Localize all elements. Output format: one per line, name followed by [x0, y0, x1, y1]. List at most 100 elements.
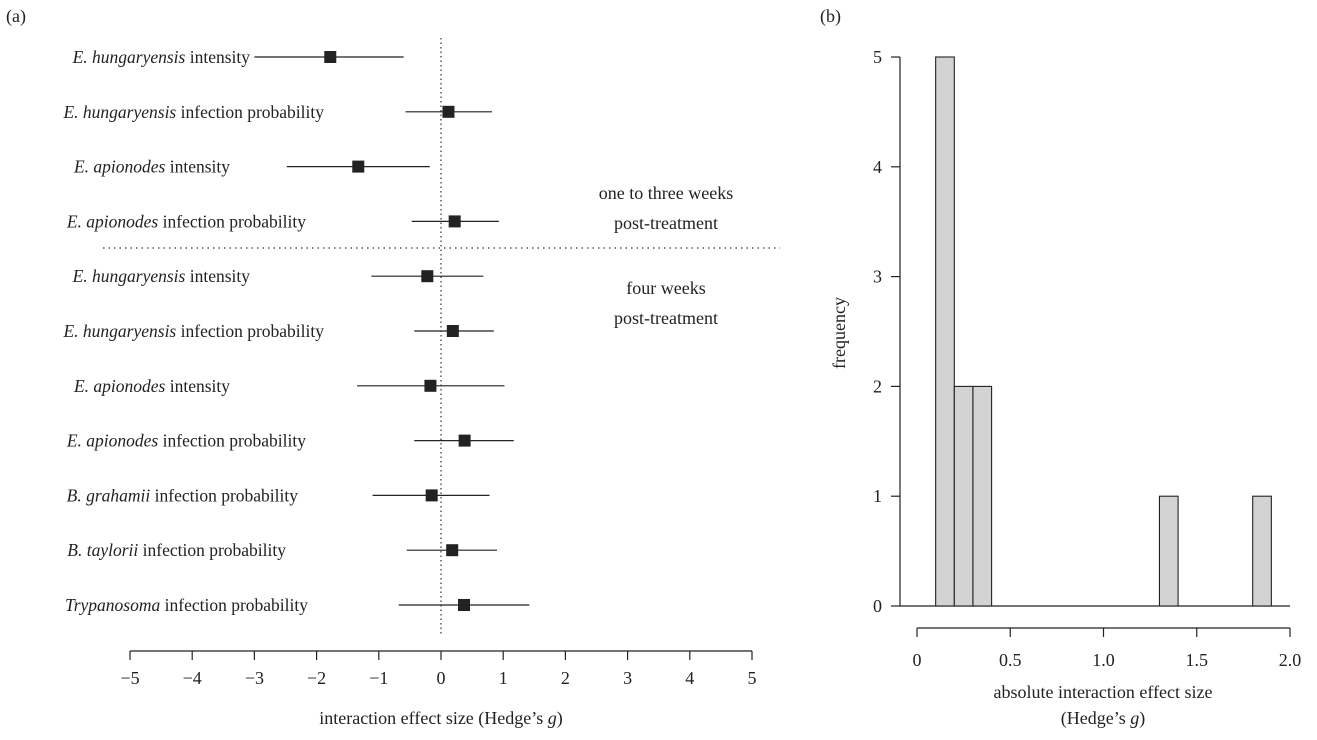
panel-b-histogram: (b) 0 0.5 1.0 1.5 2.0 0 1 2 3 4 5 absolute intera…	[820, 6, 1301, 729]
point-estimate	[442, 105, 455, 118]
x-tick-label: 2.0	[1279, 650, 1302, 670]
row-label-species: E. apionodes	[73, 376, 166, 396]
histogram-y-axis-title: frequency	[829, 297, 849, 369]
x-tick-label: 0	[913, 650, 922, 670]
group-label-line1: one to three weeks	[599, 183, 733, 203]
row-label-measure: infection probability	[160, 595, 308, 615]
row-label: Trypanosoma infection probability	[65, 595, 308, 615]
row-label-measure: infection probability	[150, 485, 298, 505]
row-label-species: E. apionodes	[73, 157, 166, 177]
forest-row: E. hungaryensis infection probability	[62, 321, 494, 341]
row-label-measure: infection probability	[158, 431, 306, 451]
row-label: E. hungaryensis intensity	[72, 266, 251, 286]
panel-a-label: (a)	[6, 6, 26, 27]
row-label-species: Trypanosoma	[65, 595, 161, 615]
point-estimate	[446, 325, 459, 337]
row-label-species: B. taylorii	[67, 540, 138, 560]
forest-row: E. apionodes intensity	[73, 376, 505, 396]
row-label-species: E. hungaryensis	[62, 102, 176, 122]
row-label-measure: intensity	[165, 376, 230, 396]
point-estimate	[448, 215, 461, 228]
forest-x-axis: −5 −4 −3 −2 −1 0 1 2 3 4 5	[120, 650, 757, 688]
histogram-bar	[972, 385, 993, 607]
histogram-bar	[1252, 495, 1272, 607]
row-label-measure: infection probability	[158, 211, 306, 231]
group-label-line2: post-treatment	[614, 213, 718, 233]
y-tick-label: 1	[873, 486, 882, 506]
row-label-species: E. apionodes	[66, 431, 159, 451]
y-tick-label: 3	[873, 267, 882, 287]
x-tick-label: 1.0	[1092, 650, 1115, 670]
point-estimate	[425, 489, 438, 502]
point-estimate	[458, 599, 471, 611]
histogram-bar	[953, 385, 974, 607]
row-label-measure: intensity	[185, 266, 250, 286]
point-estimate	[446, 544, 459, 557]
group-label-line2: post-treatment	[614, 308, 718, 328]
x-tick-label: 5	[748, 668, 757, 688]
x-tick-label: 0	[437, 668, 446, 688]
point-estimate	[324, 51, 337, 63]
forest-row: E. apionodes infection probability	[66, 431, 514, 451]
row-label-measure: intensity	[165, 157, 230, 177]
row-label-species: E. hungaryensis	[62, 321, 176, 341]
histogram-x-axis: 0 0.5 1.0 1.5 2.0	[913, 627, 1302, 670]
histogram-x-axis-title-line1: absolute interaction effect size	[993, 682, 1212, 702]
row-label: B. taylorii infection probability	[67, 540, 286, 560]
forest-row: Trypanosoma infection probability	[65, 595, 530, 615]
forest-x-axis-title: interaction effect size (Hedge’s g)	[319, 708, 563, 729]
row-label-species: E. apionodes	[66, 211, 159, 231]
histogram-y-axis: 0 1 2 3 4 5	[873, 47, 901, 616]
x-tick-label: 4	[685, 668, 694, 688]
y-tick-label: 0	[873, 596, 882, 616]
histogram-bar	[1158, 495, 1179, 607]
row-label: E. apionodes infection probability	[66, 431, 306, 451]
point-estimate	[424, 379, 437, 392]
row-label-measure: infection probability	[176, 321, 324, 341]
x-tick-label: 0.5	[999, 650, 1022, 670]
histogram-bar	[935, 56, 955, 607]
row-label-species: B. grahamii	[67, 485, 151, 505]
x-tick-label: −4	[183, 668, 202, 688]
y-tick-label: 4	[873, 157, 882, 177]
x-tick-label: −5	[120, 668, 139, 688]
forest-row: B. grahamii infection probability	[67, 485, 490, 505]
row-label: E. apionodes intensity	[73, 157, 230, 177]
row-label: E. hungaryensis infection probability	[62, 102, 324, 122]
point-estimate	[458, 434, 471, 447]
forest-group-labels: one to three weeks post-treatment four wee…	[599, 183, 733, 328]
group-label-line1: four weeks	[626, 278, 705, 298]
point-estimate	[352, 160, 365, 173]
forest-row: E. hungaryensis intensity	[72, 266, 484, 286]
forest-row: E. apionodes infection probability	[66, 211, 499, 231]
forest-row: E. apionodes intensity	[73, 157, 430, 177]
x-tick-label: −2	[307, 668, 326, 688]
x-tick-label: −3	[245, 668, 264, 688]
row-label: E. hungaryensis infection probability	[62, 321, 324, 341]
row-label-species: E. hungaryensis	[72, 266, 186, 286]
x-tick-label: 1	[499, 668, 508, 688]
x-tick-label: 1.5	[1186, 650, 1209, 670]
forest-row: E. hungaryensis infection probability	[62, 102, 493, 122]
row-label: B. grahamii infection probability	[67, 485, 299, 505]
x-tick-label: 2	[561, 668, 570, 688]
panel-b-label: (b)	[820, 6, 841, 27]
row-label-measure: infection probability	[138, 540, 286, 560]
row-label-species: E. hungaryensis	[72, 47, 186, 67]
row-label-measure: infection probability	[176, 102, 324, 122]
y-tick-label: 5	[873, 47, 882, 67]
row-label: E. apionodes intensity	[73, 376, 230, 396]
row-label: E. apionodes infection probability	[66, 211, 306, 231]
x-tick-label: −1	[369, 668, 388, 688]
row-label-measure: intensity	[185, 47, 250, 67]
y-tick-label: 2	[873, 376, 882, 396]
histogram-bars	[900, 56, 1290, 607]
x-tick-label: 3	[623, 668, 632, 688]
row-label: E. hungaryensis intensity	[72, 47, 251, 67]
point-estimate	[421, 270, 434, 283]
forest-row: E. hungaryensis intensity	[72, 47, 404, 67]
forest-row: B. taylorii infection probability	[67, 540, 497, 560]
